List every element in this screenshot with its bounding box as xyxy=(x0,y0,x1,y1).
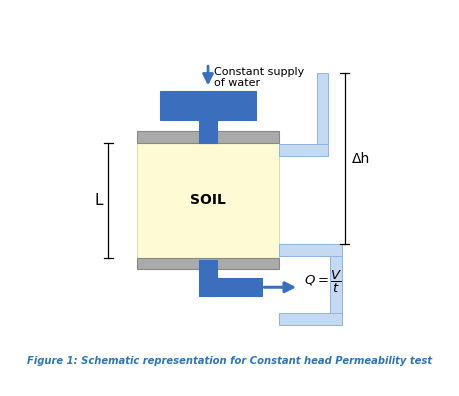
Text: Figure 1: Schematic representation for Constant head Permeability test: Figure 1: Schematic representation for C… xyxy=(27,356,432,366)
Bar xyxy=(217,278,262,296)
Bar xyxy=(280,244,342,256)
Text: $Q = \dfrac{V}{t}$: $Q = \dfrac{V}{t}$ xyxy=(303,269,342,295)
Text: Δh: Δh xyxy=(352,152,370,166)
Bar xyxy=(280,145,329,156)
Bar xyxy=(137,143,280,258)
Bar xyxy=(199,259,217,296)
Bar xyxy=(330,256,342,325)
Text: SOIL: SOIL xyxy=(190,193,226,207)
Text: Constant supply: Constant supply xyxy=(214,67,304,77)
Text: L: L xyxy=(94,193,102,208)
Bar xyxy=(280,313,342,325)
Bar xyxy=(317,73,329,145)
Bar xyxy=(160,91,256,120)
Bar xyxy=(199,120,217,143)
Text: of water: of water xyxy=(214,78,260,88)
Bar xyxy=(137,258,280,269)
Bar xyxy=(137,131,280,143)
